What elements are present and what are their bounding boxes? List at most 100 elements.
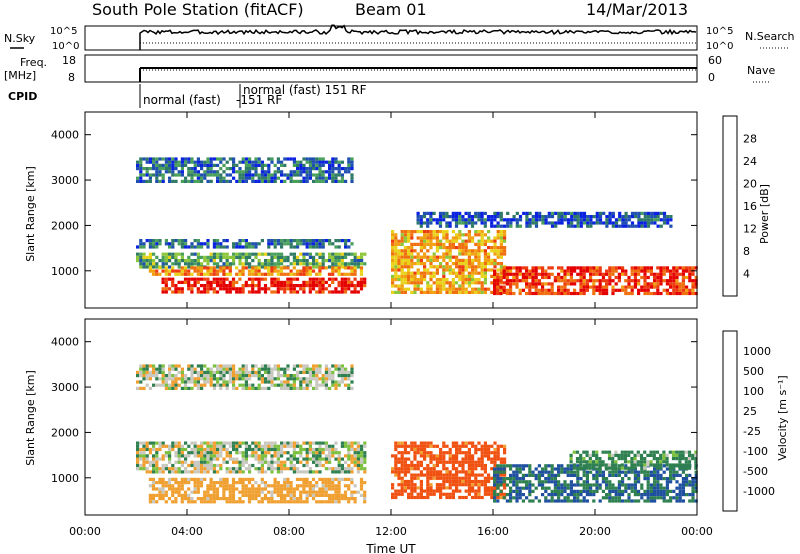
echo-cell-dB bbox=[318, 176, 322, 180]
echo-cell-velocity bbox=[251, 477, 255, 481]
echo-cell-velocity bbox=[637, 499, 641, 503]
echo-cell-velocity bbox=[490, 460, 494, 464]
echo-cell-velocity bbox=[174, 367, 178, 371]
echo-cell-velocity bbox=[643, 493, 647, 497]
echo-cell-velocity bbox=[585, 489, 589, 493]
echo-cell-velocity bbox=[471, 467, 475, 471]
echo-cell-dB bbox=[423, 265, 427, 269]
echo-cell-dB bbox=[289, 277, 293, 281]
echo-cell-velocity bbox=[164, 377, 168, 381]
echo-cell-velocity bbox=[203, 370, 207, 374]
echo-cell-dB bbox=[222, 262, 226, 266]
echo-cell-velocity bbox=[403, 489, 407, 493]
echo-cell-velocity bbox=[416, 495, 420, 500]
echo-cell-dB bbox=[315, 262, 319, 266]
echo-cell-dB bbox=[152, 242, 156, 246]
echo-cell-dB bbox=[216, 262, 220, 266]
echo-cell-velocity bbox=[403, 451, 407, 455]
echo-cell-velocity bbox=[190, 497, 194, 501]
echo-cell-dB bbox=[483, 239, 487, 243]
echo-cell-velocity bbox=[308, 380, 312, 384]
echo-cell-velocity bbox=[152, 447, 156, 452]
echo-cell-dB bbox=[560, 221, 564, 225]
echo-cell-velocity bbox=[174, 451, 178, 455]
echo-cell-velocity bbox=[331, 484, 335, 488]
echo-cell-velocity bbox=[487, 476, 491, 480]
echo-cell-velocity bbox=[350, 467, 354, 471]
echo-cell-velocity bbox=[337, 490, 341, 494]
echo-cell-dB bbox=[534, 211, 539, 215]
echo-cell-dB bbox=[280, 262, 284, 266]
echo-cell-dB bbox=[605, 221, 609, 225]
echo-cell-dB bbox=[391, 246, 395, 250]
echo-cell-dB bbox=[627, 279, 631, 283]
echo-cell-dB bbox=[292, 266, 296, 270]
echo-cell-dB bbox=[627, 275, 631, 280]
echo-cell-dB bbox=[432, 255, 436, 259]
echo-cell-velocity bbox=[142, 374, 146, 378]
echo-cell-dB bbox=[139, 163, 143, 167]
echo-cell-dB bbox=[474, 287, 478, 291]
echo-cell-dB bbox=[624, 211, 628, 215]
echo-cell-dB bbox=[139, 167, 143, 171]
echo-cell-dB bbox=[458, 265, 462, 269]
echo-cell-dB bbox=[394, 271, 398, 275]
echo-cell-dB bbox=[662, 211, 667, 215]
echo-cell-velocity bbox=[649, 450, 653, 454]
echo-cell-dB bbox=[493, 239, 497, 243]
echo-cell-dB bbox=[474, 290, 478, 294]
echo-cell-dB bbox=[225, 255, 229, 259]
echo-cell-dB bbox=[649, 272, 653, 276]
echo-cell-velocity bbox=[212, 364, 216, 368]
echo-cell-velocity bbox=[254, 386, 258, 390]
echo-cell-dB bbox=[579, 215, 583, 219]
echo-cell-velocity bbox=[321, 481, 325, 485]
echo-cell-dB bbox=[257, 266, 261, 270]
echo-cell-dB bbox=[305, 239, 309, 243]
echo-cell-dB bbox=[228, 287, 232, 291]
echo-cell-velocity bbox=[652, 453, 656, 457]
echo-cell-velocity bbox=[566, 496, 570, 500]
echo-cell-velocity bbox=[487, 473, 491, 477]
echo-cell-dB bbox=[260, 252, 264, 256]
echo-cell-dB bbox=[286, 277, 290, 281]
echo-cell-velocity bbox=[276, 454, 280, 458]
echo-cell-dB bbox=[270, 173, 274, 177]
echo-cell-velocity bbox=[442, 479, 446, 484]
echo-cell-dB bbox=[270, 259, 274, 263]
echo-cell-velocity bbox=[445, 451, 449, 455]
echo-cell-velocity bbox=[222, 441, 226, 445]
echo-cell-velocity bbox=[174, 374, 178, 378]
echo-cell-dB bbox=[350, 160, 354, 164]
echo-cell-velocity bbox=[544, 477, 548, 481]
echo-cell-velocity bbox=[515, 480, 519, 484]
echo-cell-velocity bbox=[541, 493, 545, 497]
echo-cell-dB bbox=[528, 282, 532, 286]
echo-cell-velocity bbox=[480, 454, 484, 458]
echo-cell-velocity bbox=[305, 386, 309, 390]
echo-cell-dB bbox=[328, 265, 332, 269]
echo-cell-velocity bbox=[331, 447, 335, 452]
echo-cell-dB bbox=[174, 179, 178, 183]
echo-cell-velocity bbox=[419, 463, 423, 468]
echo-cell-dB bbox=[312, 160, 316, 164]
echo-cell-velocity bbox=[423, 467, 427, 471]
echo-cell-velocity bbox=[493, 493, 497, 497]
echo-cell-velocity bbox=[311, 477, 316, 481]
echo-cell-dB bbox=[260, 179, 264, 183]
echo-cell-dB bbox=[296, 242, 300, 246]
echo-cell-velocity bbox=[337, 497, 341, 501]
echo-cell-dB bbox=[518, 224, 523, 228]
echo-cell-dB bbox=[432, 242, 436, 246]
echo-cell-dB bbox=[174, 252, 178, 256]
echo-cell-dB bbox=[633, 279, 637, 283]
echo-cell-velocity bbox=[168, 377, 172, 381]
echo-cell-dB bbox=[576, 266, 580, 270]
echo-cell-velocity bbox=[400, 489, 404, 493]
echo-cell-dB bbox=[451, 239, 455, 243]
echo-cell-velocity bbox=[350, 364, 354, 368]
echo-cell-velocity bbox=[419, 483, 423, 487]
echo-cell-velocity bbox=[331, 451, 335, 455]
echo-cell-dB bbox=[171, 255, 175, 259]
echo-cell-velocity bbox=[231, 500, 236, 504]
